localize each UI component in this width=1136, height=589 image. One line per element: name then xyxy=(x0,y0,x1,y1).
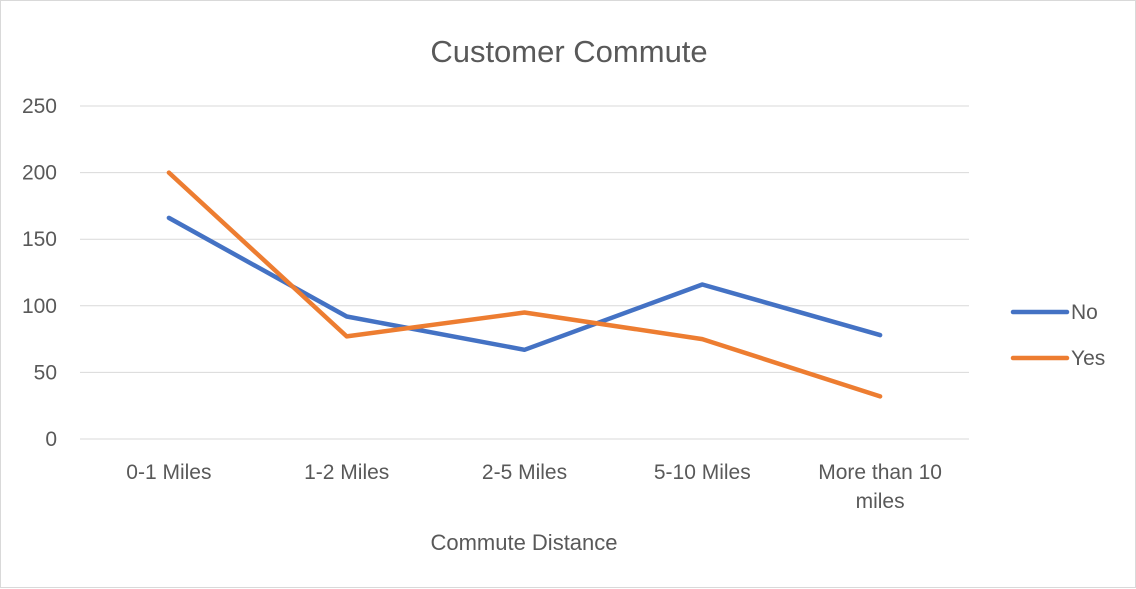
y-tick-label: 150 xyxy=(22,228,57,251)
series-line-no xyxy=(169,218,880,350)
x-tick-label-line: miles xyxy=(856,490,905,513)
legend: No Yes xyxy=(1013,301,1105,370)
y-tick-label: 100 xyxy=(22,295,57,318)
y-axis-ticks: 0 50 100 150 200 250 xyxy=(22,95,57,451)
x-axis-ticks: 0-1 Miles 1-2 Miles 2-5 Miles 5-10 Miles Mor… xyxy=(126,461,942,513)
x-tick-label: More than 10 miles xyxy=(818,461,942,513)
legend-label-yes: Yes xyxy=(1071,347,1105,370)
x-tick-label-line: 0-1 Miles xyxy=(126,461,211,484)
y-tick-label: 200 xyxy=(22,162,57,185)
x-axis-title: Commute Distance xyxy=(430,530,617,555)
series-lines xyxy=(169,173,880,397)
x-tick-label-line: 5-10 Miles xyxy=(654,461,751,484)
series-line-yes xyxy=(169,173,880,397)
x-tick-label-line: 2-5 Miles xyxy=(482,461,567,484)
y-tick-label: 50 xyxy=(34,361,57,384)
legend-label-no: No xyxy=(1071,301,1098,324)
y-tick-label: 0 xyxy=(45,428,57,451)
y-tick-label: 250 xyxy=(22,95,57,118)
x-tick-label: 1-2 Miles xyxy=(304,461,389,484)
chart-title: Customer Commute xyxy=(430,34,707,69)
x-tick-label-line: More than 10 xyxy=(818,461,942,484)
x-tick-label: 0-1 Miles xyxy=(126,461,211,484)
x-tick-label-line: 1-2 Miles xyxy=(304,461,389,484)
gridlines xyxy=(80,106,969,439)
x-tick-label: 5-10 Miles xyxy=(654,461,751,484)
x-tick-label: 2-5 Miles xyxy=(482,461,567,484)
